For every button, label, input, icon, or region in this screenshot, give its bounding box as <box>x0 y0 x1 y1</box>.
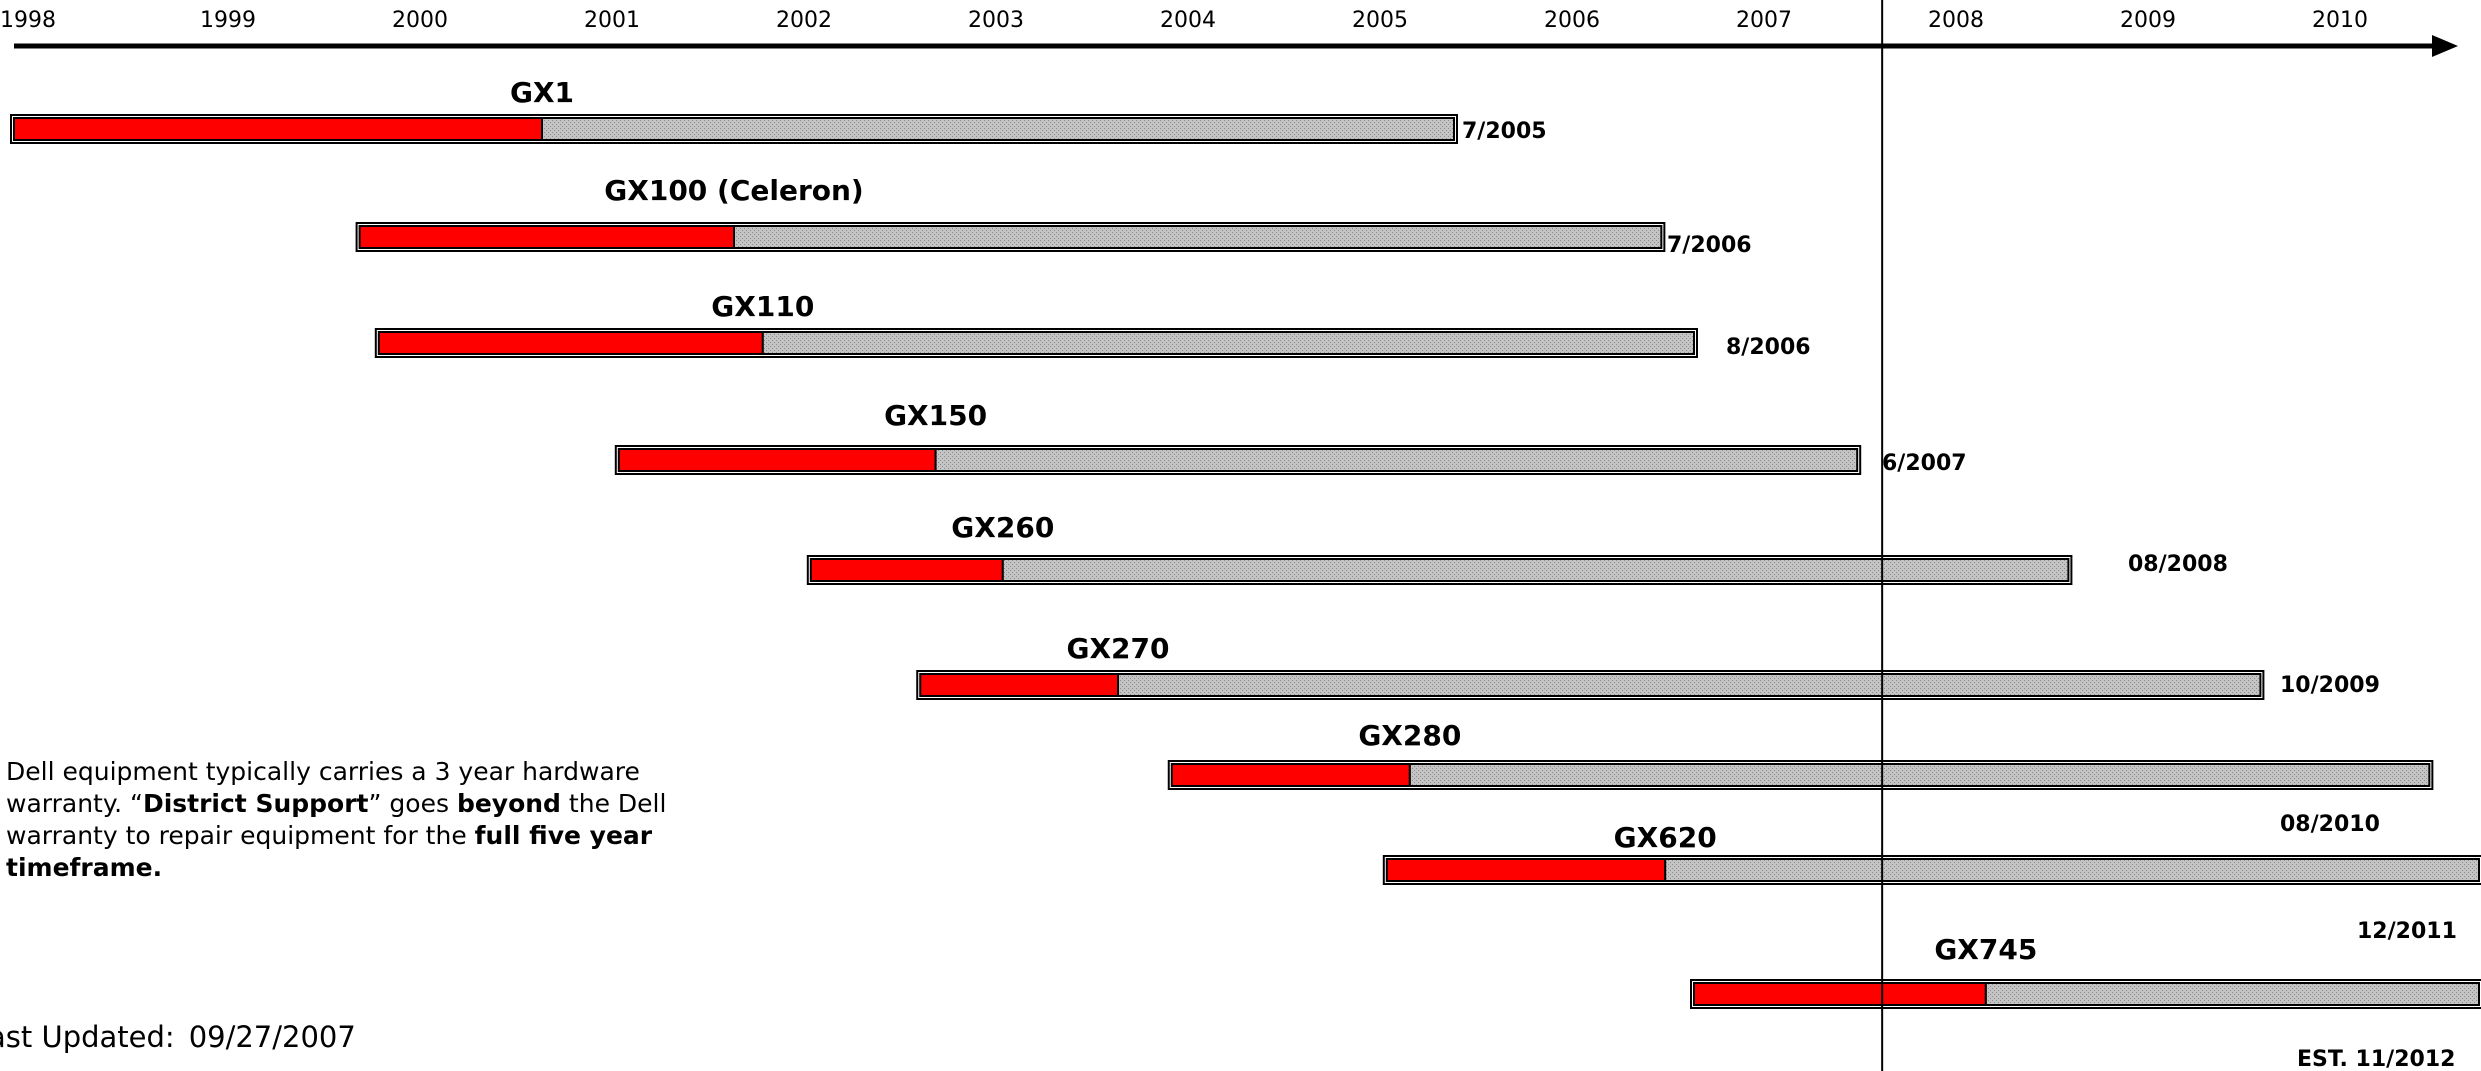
axis-arrowhead <box>2432 35 2458 57</box>
end-date-label: 7/2006 <box>1667 233 1752 258</box>
year-tick-label: 2006 <box>1544 8 1600 33</box>
note-text-1: Dell equipment typically carries a 3 yea… <box>6 757 640 818</box>
series-name-label: GX150 <box>884 399 987 432</box>
year-tick-label: 2002 <box>776 8 832 33</box>
warranty-segment <box>919 673 1119 697</box>
note-district-support: District Support <box>142 789 369 818</box>
end-date-label: 10/2009 <box>2280 673 2380 698</box>
last-updated-label: ast Updated: <box>0 1020 175 1054</box>
end-date-label: 6/2007 <box>1882 451 1967 476</box>
year-tick-label: 2007 <box>1736 8 1792 33</box>
district-support-segment <box>1117 673 2262 697</box>
series-name-label: GX1 <box>510 76 574 109</box>
year-tick-label: 2010 <box>2312 8 2368 33</box>
end-date-label: EST. 11/2012 <box>2297 1047 2455 1071</box>
year-tick-label: 2008 <box>1928 8 1984 33</box>
year-tick-label: 1998 <box>0 8 56 33</box>
bar-outline <box>1690 979 2481 1009</box>
series-name-label: GX110 <box>711 290 814 323</box>
end-date-label: 12/2011 <box>2357 919 2457 944</box>
year-tick-label: 2005 <box>1352 8 1408 33</box>
end-date-label: 7/2005 <box>1462 119 1547 144</box>
series-name-label: GX270 <box>1066 632 1169 665</box>
note-full-five-year: full five year timeframe. <box>6 821 653 882</box>
last-updated: ast Updated: 09/27/2007 <box>0 1020 356 1054</box>
warranty-note: Dell equipment typically carries a 3 yea… <box>6 756 706 884</box>
year-tick-label: 2009 <box>2120 8 2176 33</box>
warranty-segment <box>1693 982 1987 1006</box>
bar-outline <box>806 555 2073 585</box>
time-axis: 1998 1999 2000 2001 2002 2003 2004 2005 2006 2007… <box>0 8 2458 57</box>
bar-outline <box>10 114 1458 144</box>
note-text-2: ” goes <box>368 789 457 818</box>
series-name-label: GX280 <box>1358 719 1461 752</box>
end-date-label: 8/2006 <box>1726 335 1811 360</box>
warranty-segment <box>1385 858 1667 882</box>
district-support-segment <box>934 448 1859 472</box>
bar-outline <box>374 328 1698 358</box>
series-name-label: GX745 <box>1934 933 2037 966</box>
bar-outline <box>1167 760 2434 790</box>
note-beyond: beyond <box>456 789 561 818</box>
last-updated-date: 09/27/2007 <box>188 1020 356 1054</box>
year-tick-label: 2000 <box>392 8 448 33</box>
district-support-segment <box>1408 763 2431 787</box>
district-support-segment <box>1001 558 2070 582</box>
warranty-segment <box>1170 763 1411 787</box>
warranty-segment <box>809 558 1004 582</box>
district-support-segment <box>1984 982 2480 1006</box>
bar-outline <box>355 222 1666 252</box>
series-name-label: GX260 <box>951 511 1054 544</box>
bars-group: GX1 7/2005 GX100 (Celeron) 7/2006 GX110 8/200… <box>10 76 2481 1071</box>
series-name-label: GX100 (Celeron) <box>604 174 863 207</box>
district-support-segment <box>761 331 1695 355</box>
year-tick-label: 2003 <box>968 8 1024 33</box>
district-support-segment <box>733 225 1663 249</box>
bar-outline <box>614 445 1862 475</box>
district-support-segment <box>541 117 1455 141</box>
warranty-segment <box>358 225 735 249</box>
district-support-segment <box>1664 858 2480 882</box>
note-text-3: the Dell warranty to repair equipment fo… <box>6 789 667 850</box>
year-tick-label: 1999 <box>200 8 256 33</box>
end-date-label: 08/2010 <box>2280 812 2380 837</box>
warranty-segment <box>377 331 764 355</box>
year-tick-label: 2001 <box>584 8 640 33</box>
end-date-label: 08/2008 <box>2128 552 2228 577</box>
bar-outline <box>916 670 2265 700</box>
year-tick-label: 2004 <box>1160 8 1216 33</box>
warranty-segment <box>617 448 937 472</box>
warranty-segment <box>13 117 543 141</box>
series-name-label: GX620 <box>1614 821 1717 854</box>
bar-outline <box>1382 855 2481 885</box>
